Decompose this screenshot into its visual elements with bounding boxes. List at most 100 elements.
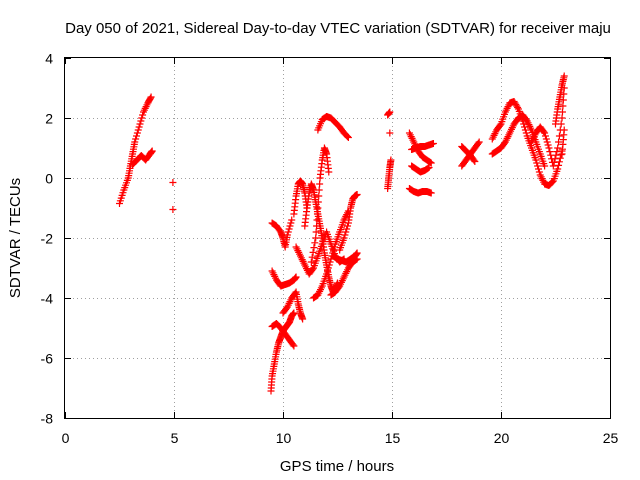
data-point-marker <box>324 264 332 272</box>
y-tick-label: 4 <box>45 51 53 67</box>
data-point-marker <box>554 144 562 152</box>
data-point-marker <box>521 126 529 134</box>
data-points <box>116 72 568 395</box>
data-point-marker <box>341 231 349 239</box>
data-point-marker <box>474 139 482 147</box>
data-point-marker <box>429 140 437 147</box>
x-tick-label: 15 <box>385 430 401 446</box>
data-point-marker <box>312 228 320 236</box>
x-tick-label: 25 <box>603 430 619 446</box>
data-point-marker <box>138 114 146 122</box>
data-point-marker <box>560 126 568 134</box>
data-point-marker <box>330 246 338 254</box>
x-axis-label: GPS time / hours <box>280 458 394 475</box>
data-point-marker <box>299 315 307 323</box>
data-point-marker <box>136 120 144 128</box>
data-point-marker <box>288 216 296 224</box>
data-point-marker <box>541 132 549 140</box>
data-point-marker <box>323 267 331 275</box>
data-point-marker <box>427 159 435 167</box>
data-point-marker <box>543 138 551 146</box>
data-point-marker <box>147 93 155 101</box>
data-point-marker <box>551 155 559 163</box>
data-point-marker <box>311 239 319 247</box>
data-point-marker <box>283 231 291 239</box>
data-point-marker <box>427 189 435 197</box>
data-point-marker <box>342 228 350 236</box>
data-point-marker <box>309 248 317 256</box>
data-point-marker <box>386 108 394 116</box>
data-point-marker <box>313 216 321 224</box>
data-point-marker <box>315 192 323 200</box>
data-point-marker <box>292 273 300 281</box>
data-point-marker <box>315 186 323 194</box>
data-point-marker <box>552 151 560 159</box>
data-point-marker <box>470 156 478 164</box>
x-tick-label: 0 <box>62 430 70 446</box>
data-point-marker <box>550 158 558 166</box>
data-point-marker <box>133 132 141 140</box>
y-tick-label: 2 <box>45 111 53 127</box>
y-tick-labels: -8 -6 -4 -2 0 2 4 <box>41 51 54 427</box>
data-point-marker <box>169 179 177 186</box>
data-point-marker <box>545 144 553 152</box>
data-point-marker <box>542 135 550 143</box>
data-point-marker <box>326 258 334 266</box>
data-point-marker <box>133 129 141 137</box>
data-point-marker <box>146 94 154 102</box>
y-tick-label: -2 <box>41 231 54 247</box>
data-point-marker <box>534 162 542 170</box>
data-point-marker <box>290 342 298 350</box>
data-point-marker <box>549 162 557 170</box>
data-point-marker <box>541 129 549 137</box>
data-point-marker <box>330 243 338 251</box>
data-point-marker <box>541 162 549 170</box>
data-point-marker <box>555 138 563 146</box>
y-tick-label: -6 <box>41 351 54 367</box>
data-point-marker <box>289 341 297 349</box>
data-point-marker <box>386 129 394 137</box>
data-point-marker <box>286 222 294 230</box>
data-point-marker <box>353 191 361 198</box>
data-point-marker <box>344 133 352 141</box>
data-point-marker <box>307 258 315 266</box>
data-point-marker <box>344 222 352 230</box>
data-point-marker <box>553 148 561 156</box>
data-point-marker <box>546 148 554 156</box>
data-point-marker <box>535 168 543 176</box>
data-point-marker <box>532 156 540 164</box>
data-point-marker <box>533 159 541 167</box>
data-point-marker <box>522 129 530 137</box>
data-point-marker <box>534 165 542 173</box>
data-point-marker <box>554 165 562 173</box>
data-point-marker <box>425 164 433 171</box>
data-point-marker <box>131 138 139 146</box>
data-point-marker <box>340 234 348 242</box>
data-point-marker <box>312 234 320 242</box>
x-tick-label: 5 <box>171 430 179 446</box>
data-point-marker <box>290 309 298 317</box>
data-point-marker <box>555 132 563 140</box>
data-point-marker <box>139 111 147 119</box>
data-point-marker <box>137 117 145 125</box>
data-point-marker <box>291 289 299 297</box>
data-point-marker <box>314 198 322 206</box>
data-point-marker <box>314 204 322 212</box>
data-point-marker <box>308 253 316 261</box>
y-tick-label: -4 <box>41 291 54 307</box>
data-point-marker <box>325 261 333 269</box>
data-point-marker <box>325 168 333 176</box>
data-point-marker <box>313 210 321 218</box>
data-point-marker <box>132 135 140 143</box>
data-point-marker <box>544 141 552 149</box>
x-tick-label: 10 <box>276 430 292 446</box>
data-point-marker <box>475 138 483 146</box>
data-point-marker <box>514 104 522 111</box>
plot-frame <box>64 57 611 419</box>
data-point-marker <box>287 219 295 227</box>
data-point-marker <box>343 225 351 233</box>
data-point-marker <box>285 225 293 233</box>
data-point-marker <box>134 126 142 134</box>
data-point-marker <box>148 147 156 155</box>
